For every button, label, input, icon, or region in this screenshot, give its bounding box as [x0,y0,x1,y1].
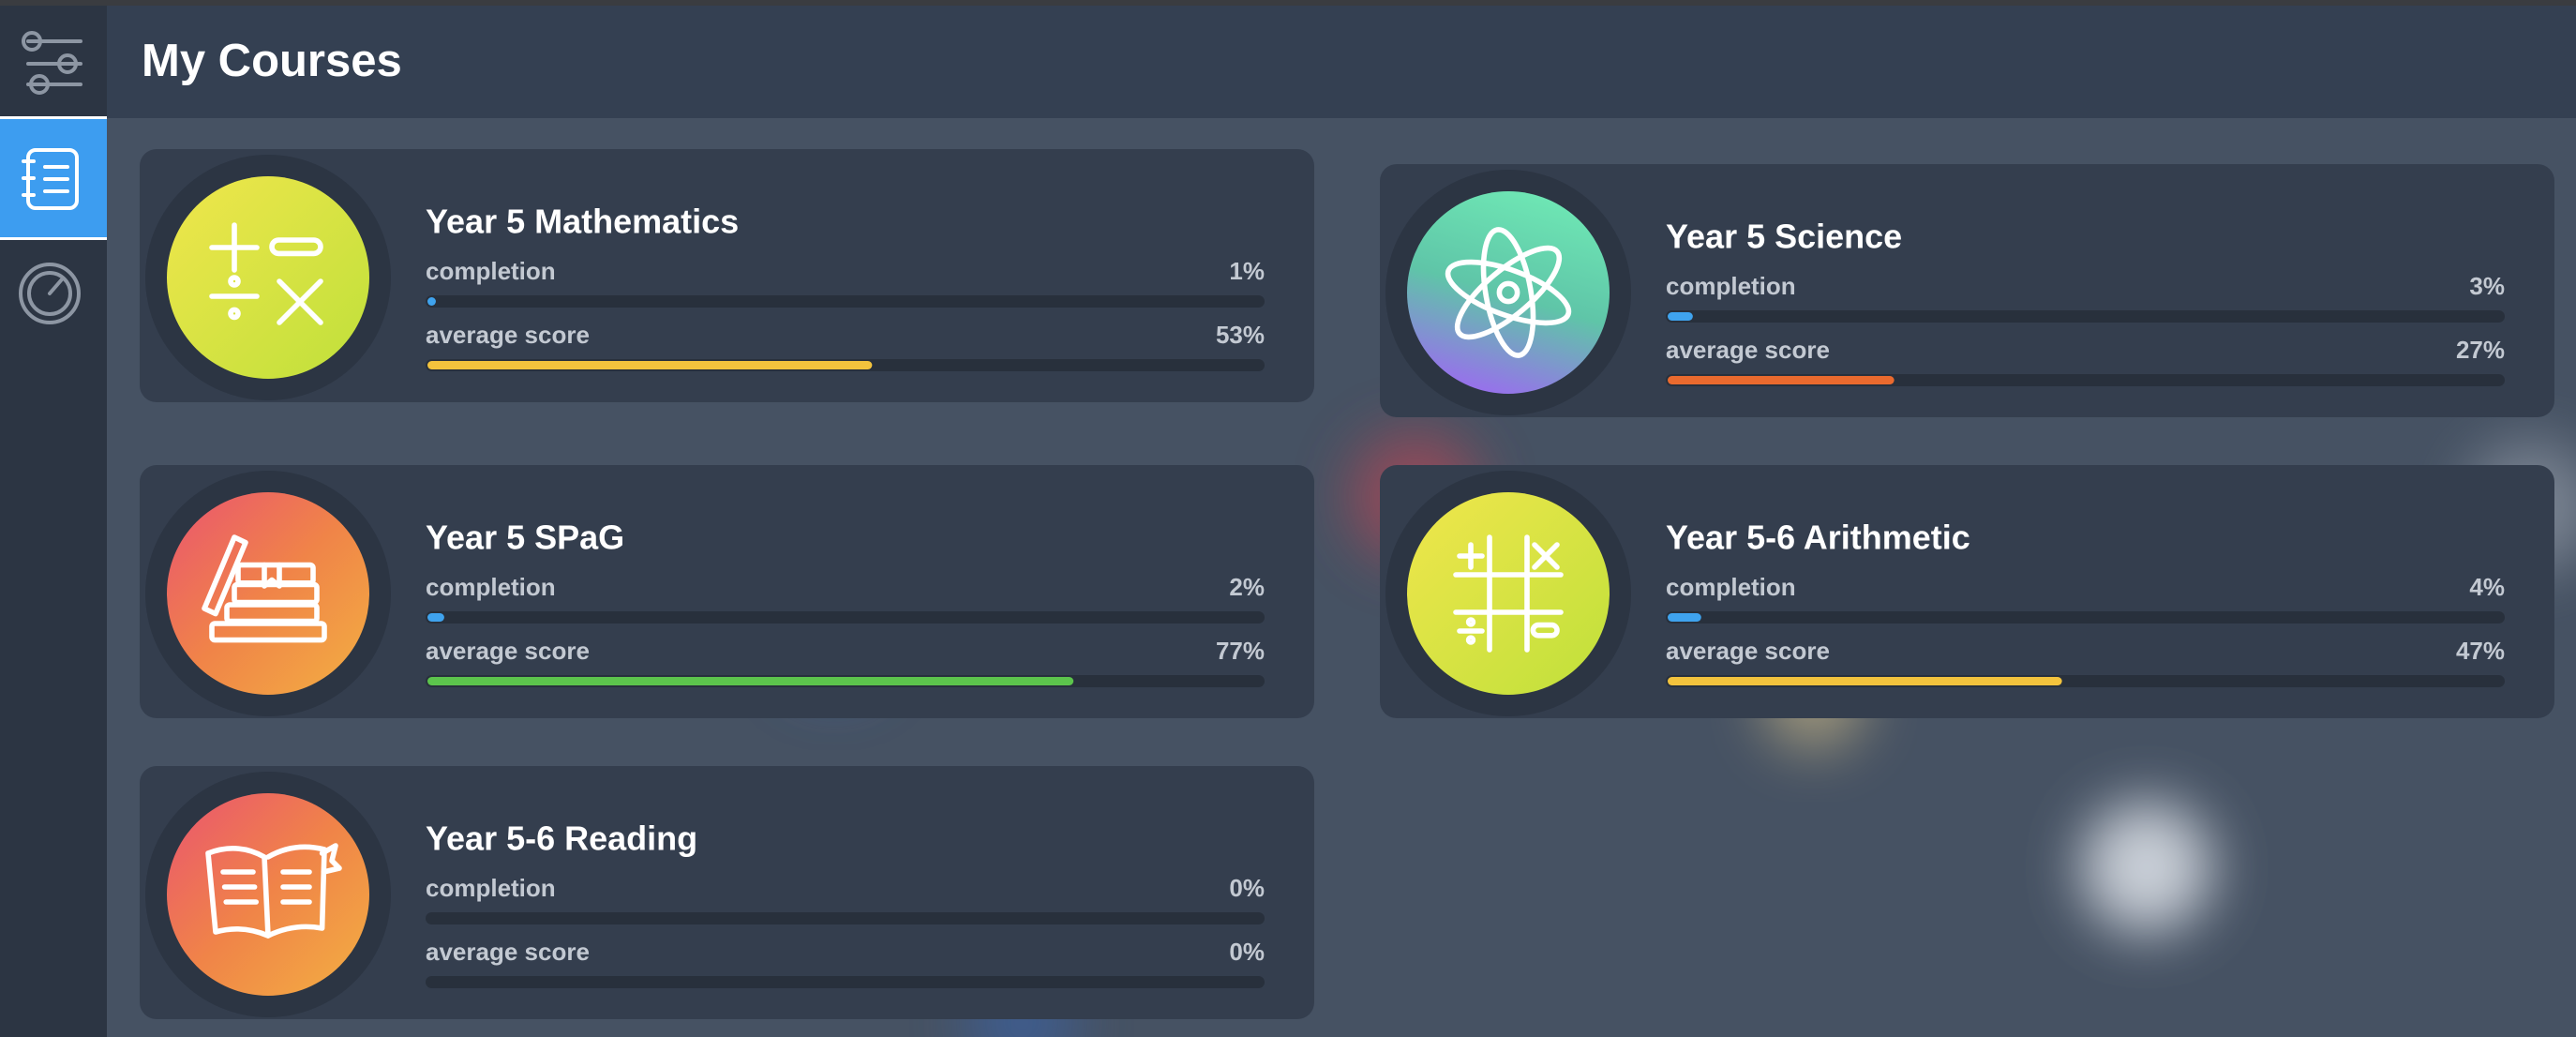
card-background [140,465,1314,718]
stat-value: 1% [1229,257,1265,285]
progress-bar [1668,376,1895,384]
course-card[interactable]: Year 5 Science completion 3% average score 2… [1380,164,2554,417]
course-icon [1407,191,1610,394]
stat-value: 4% [2469,573,2505,601]
course-list: Year 5 Mathematics completion 1% average sc… [140,149,2554,1019]
progress-track [426,976,1265,988]
progress-track [1666,310,2505,323]
course-title: Year 5-6 Arithmetic [1666,518,1970,557]
course-card[interactable]: Year 5-6 Arithmetic completion 4% average s… [1380,465,2554,718]
progress-track [426,295,1265,308]
stat-value: 47% [2456,637,2505,665]
card-background [140,766,1314,1019]
progress-bar [427,613,444,622]
stat-value: 2% [1229,573,1265,601]
progress-bar [427,297,436,306]
stat-name: average score [1666,336,1830,364]
stat-name: average score [426,321,590,349]
courses-button[interactable] [0,116,107,240]
progress-bar [1668,613,1701,622]
header-bar [107,6,2576,118]
progress-bar [427,677,1074,685]
stat-name: average score [426,938,590,966]
stat-name: average score [426,637,590,665]
progress-button[interactable] [19,263,81,324]
top-strip [0,0,2576,6]
course-card[interactable]: Year 5 SPaG completion 2% average score 77% [140,465,1314,718]
progress-track [1666,611,2505,624]
stat-name: average score [1666,637,1830,665]
stat-name: completion [426,874,556,902]
course-title: Year 5 Mathematics [426,203,739,241]
course-icon [167,176,369,379]
stat-name: completion [1666,573,1796,601]
stat-value: 53% [1216,321,1265,349]
progress-bar [1668,677,2062,685]
stat-name: completion [426,573,556,601]
stat-value: 0% [1229,938,1265,966]
stat-name: completion [1666,272,1796,300]
stat-value: 27% [2456,336,2505,364]
progress-bar [1668,312,1693,321]
progress-track [426,611,1265,624]
card-background [1380,164,2554,417]
course-icon [1407,492,1610,695]
course-title: Year 5 SPaG [426,518,624,557]
card-background [1380,465,2554,718]
stat-value: 77% [1216,637,1265,665]
sidebar [0,6,107,1037]
course-card[interactable]: Year 5 Mathematics completion 1% average sc… [140,149,1314,402]
progress-track [426,912,1265,924]
progress-bar [427,361,873,369]
stat-name: completion [426,257,556,285]
stat-value: 0% [1229,874,1265,902]
card-background [140,149,1314,402]
course-card[interactable]: Year 5-6 Reading completion 0% average scor… [140,766,1314,1019]
stat-value: 3% [2469,272,2505,300]
course-title: Year 5-6 Reading [426,819,697,858]
filter-button[interactable] [22,31,82,95]
page-title: My Courses [142,36,402,86]
course-icon [167,492,369,695]
course-title: Year 5 Science [1666,218,1902,256]
